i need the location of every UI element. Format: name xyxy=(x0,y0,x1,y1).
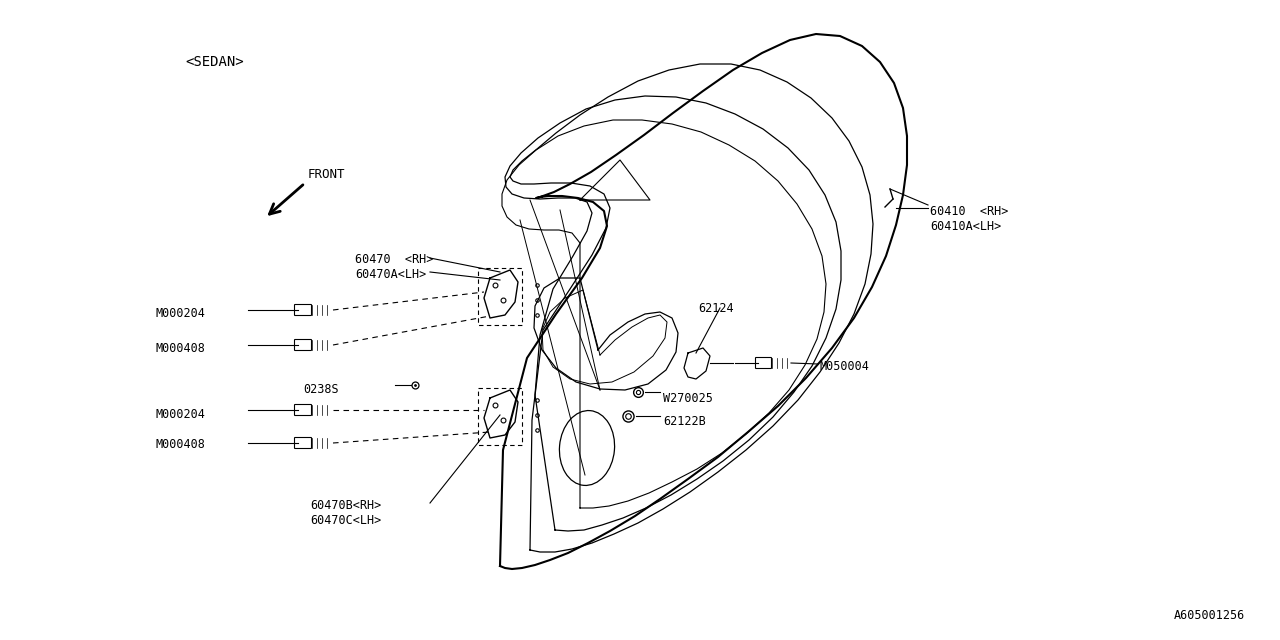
Text: 60470C<LH>: 60470C<LH> xyxy=(310,514,381,527)
Text: A605001256: A605001256 xyxy=(1174,609,1245,622)
Text: 60410  <RH>: 60410 <RH> xyxy=(931,205,1009,218)
Text: 60410A<LH>: 60410A<LH> xyxy=(931,220,1001,233)
Text: M000408: M000408 xyxy=(155,342,205,355)
Text: 60470B<RH>: 60470B<RH> xyxy=(310,499,381,512)
Text: 62122B: 62122B xyxy=(663,415,705,428)
Text: 0238S: 0238S xyxy=(303,383,339,396)
Text: M050004: M050004 xyxy=(820,360,870,373)
Text: 62124: 62124 xyxy=(698,302,733,315)
Text: M000204: M000204 xyxy=(155,307,205,320)
Text: M000408: M000408 xyxy=(155,438,205,451)
Text: M000204: M000204 xyxy=(155,408,205,421)
Text: W270025: W270025 xyxy=(663,392,713,405)
Text: <SEDAN>: <SEDAN> xyxy=(186,55,243,69)
Text: FRONT: FRONT xyxy=(308,168,346,181)
Text: 60470  <RH>: 60470 <RH> xyxy=(355,253,434,266)
Text: 60470A<LH>: 60470A<LH> xyxy=(355,268,426,281)
